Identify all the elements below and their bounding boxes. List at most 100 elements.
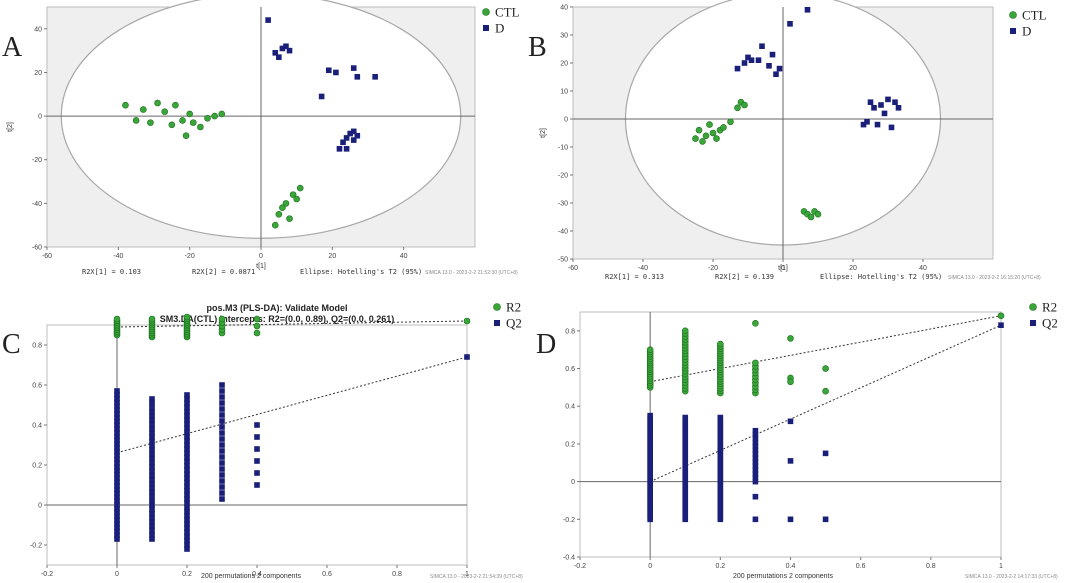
data-point-q2 <box>717 507 724 514</box>
data-point-ctl <box>814 210 822 218</box>
data-point-q2 <box>682 516 689 523</box>
data-point-ctl <box>699 138 706 145</box>
data-point-q2 <box>682 451 689 458</box>
data-point-ctl <box>218 110 226 118</box>
data-point-q2 <box>682 513 689 520</box>
data-point-ctl <box>720 124 727 131</box>
data-point-q2 <box>114 467 120 474</box>
y-tick-label: 20 <box>560 61 568 68</box>
data-point-r2 <box>646 346 654 353</box>
data-point-q2 <box>219 400 225 406</box>
data-point-q2 <box>682 479 689 486</box>
data-point-q2 <box>752 439 759 446</box>
data-point-q2 <box>219 382 225 388</box>
data-point-q2 <box>114 410 120 417</box>
legend-label-r2: R2 <box>1042 300 1057 315</box>
x-tick-label: 0.2 <box>182 571 192 578</box>
panel-letter: A <box>2 32 23 63</box>
panel-letter: C <box>2 329 21 360</box>
data-point-q2 <box>717 455 724 462</box>
data-point-q2 <box>682 433 689 439</box>
data-point-d <box>350 65 357 71</box>
data-point-q2 <box>114 437 120 444</box>
trend-line-r2 <box>650 315 1002 383</box>
y-tick-label: -0.2 <box>30 543 42 550</box>
data-point-d <box>350 128 357 135</box>
x-tick-label: -0.2 <box>574 563 586 570</box>
plot-area <box>46 324 468 566</box>
data-point-ctl <box>186 110 193 118</box>
x-tick-label: 0 <box>259 253 263 260</box>
data-point-q2 <box>149 506 155 513</box>
data-point-q2 <box>682 442 689 449</box>
data-point-q2 <box>219 412 225 418</box>
data-point-q2 <box>184 546 190 552</box>
data-point-q2 <box>114 460 120 466</box>
data-point-q2 <box>114 494 120 501</box>
data-point-q2 <box>717 499 724 505</box>
data-point-q2 <box>149 396 155 402</box>
data-point-q2 <box>149 442 155 449</box>
data-point-q2 <box>149 459 155 466</box>
data-point-q2 <box>184 446 190 452</box>
data-point-ctl <box>279 204 286 212</box>
data-point-d <box>878 102 884 108</box>
y-tick-label: 40 <box>34 26 42 33</box>
data-point-q2 <box>114 509 120 516</box>
data-point-q2 <box>184 496 190 502</box>
data-point-q2 <box>682 501 689 507</box>
data-point-q2 <box>682 510 689 516</box>
data-point-q2 <box>717 513 724 520</box>
data-point-q2 <box>184 479 190 486</box>
data-point-q2 <box>682 436 689 442</box>
data-point-q2 <box>682 494 689 501</box>
data-point-q2 <box>752 470 759 477</box>
y-tick-label: 0.6 <box>32 383 42 390</box>
data-point-q2 <box>149 413 155 419</box>
data-point-q2 <box>114 441 120 447</box>
data-point-q2 <box>717 426 724 432</box>
data-point-ctl <box>122 101 129 109</box>
data-point-ctl <box>132 117 140 124</box>
data-point-q2 <box>682 414 689 421</box>
data-point-q2 <box>682 420 689 427</box>
data-point-q2 <box>752 493 759 500</box>
data-point-q2 <box>184 467 190 473</box>
data-point-r2 <box>787 378 794 386</box>
data-point-q2 <box>184 533 190 540</box>
data-point-q2 <box>219 436 225 442</box>
data-point-q2 <box>752 478 759 485</box>
data-point-ctl <box>182 132 190 140</box>
x-tick-label: 40 <box>400 253 408 260</box>
data-point-q2 <box>184 475 190 482</box>
data-point-d <box>265 17 271 23</box>
y-tick-label: 0.2 <box>32 463 42 470</box>
data-point-q2 <box>149 493 155 500</box>
data-point-ctl <box>727 118 734 126</box>
data-point-q2 <box>717 496 724 502</box>
data-point-q2 <box>717 461 724 467</box>
data-point-r2 <box>822 365 829 372</box>
data-point-d <box>741 60 748 66</box>
data-point-q2 <box>114 471 120 478</box>
legend-marker-q2 <box>494 320 500 326</box>
data-point-q2 <box>717 501 724 508</box>
data-point-d <box>372 74 378 80</box>
data-point-q2 <box>752 516 759 523</box>
data-point-r2 <box>752 359 759 367</box>
data-point-ctl <box>211 112 218 120</box>
data-point-d <box>734 65 741 72</box>
data-point-q2 <box>219 388 225 394</box>
data-point-q2 <box>184 413 190 419</box>
data-point-q2 <box>219 466 225 472</box>
data-point-q2 <box>464 354 470 360</box>
data-point-q2 <box>717 458 724 464</box>
y-tick-label: -20 <box>32 157 42 164</box>
data-point-d <box>755 57 762 63</box>
data-point-d <box>773 71 779 77</box>
data-point-q2 <box>682 427 689 433</box>
data-point-q2 <box>752 451 759 458</box>
legend-marker-d <box>1010 28 1016 34</box>
data-point-q2 <box>149 438 155 445</box>
data-point-d <box>864 119 870 125</box>
